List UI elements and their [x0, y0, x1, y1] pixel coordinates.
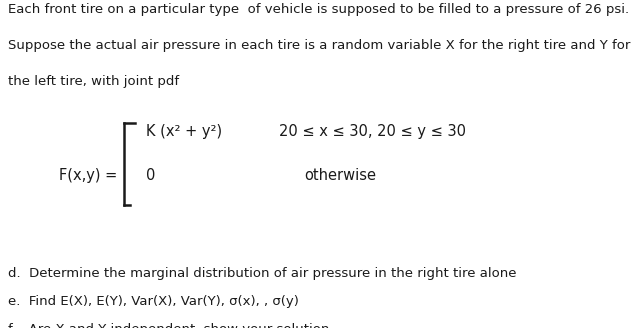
Text: 0: 0 — [146, 168, 155, 183]
Text: e.  Find E(X), E(Y), Var(X), Var(Y), σ(x), , σ(y): e. Find E(X), E(Y), Var(X), Var(Y), σ(x)… — [8, 295, 299, 308]
Text: K (x² + y²): K (x² + y²) — [146, 124, 222, 139]
Text: 20 ≤ x ≤ 30, 20 ≤ y ≤ 30: 20 ≤ x ≤ 30, 20 ≤ y ≤ 30 — [279, 124, 466, 139]
Text: Suppose the actual air pressure in each tire is a random variable X for the righ: Suppose the actual air pressure in each … — [8, 39, 630, 52]
Text: the left tire, with joint pdf: the left tire, with joint pdf — [8, 75, 179, 89]
Text: otherwise: otherwise — [304, 168, 377, 183]
Text: f.   Are X and Y independent, show your solution: f. Are X and Y independent, show your so… — [8, 323, 329, 328]
Text: d.  Determine the marginal distribution of air pressure in the right tire alone: d. Determine the marginal distribution o… — [8, 267, 516, 280]
Text: F(x,y) =: F(x,y) = — [59, 168, 117, 183]
Text: Each front tire on a particular type  of vehicle is supposed to be filled to a p: Each front tire on a particular type of … — [8, 3, 629, 16]
